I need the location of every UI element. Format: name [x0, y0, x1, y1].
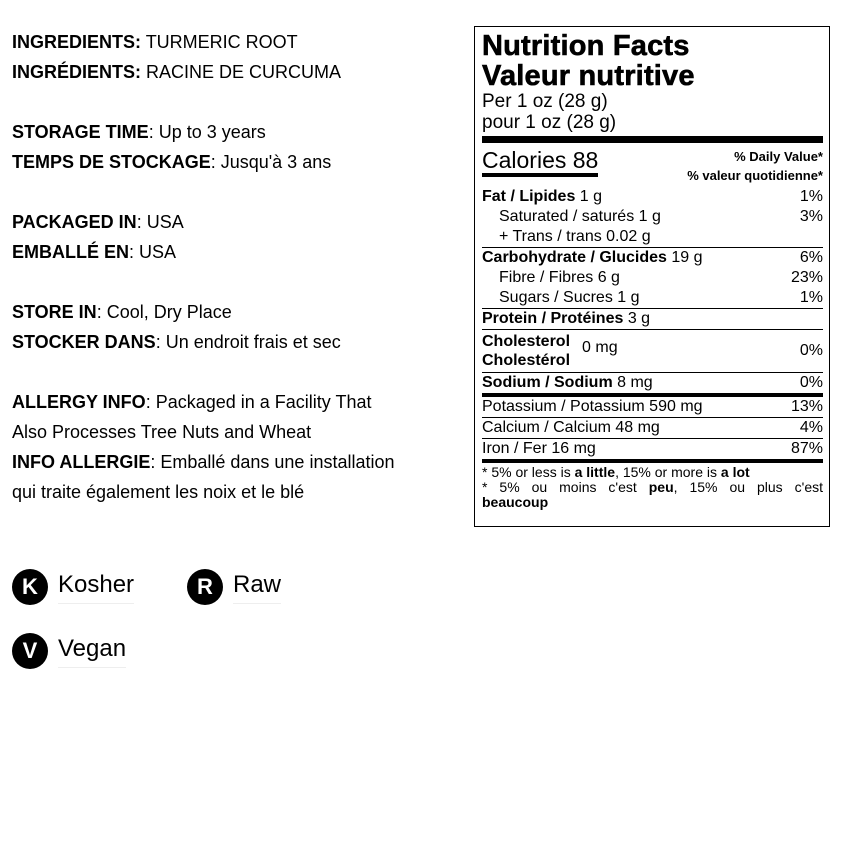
badge-raw: R Raw	[187, 569, 282, 605]
protein-row: Protein / Protéines 3 g	[482, 310, 651, 327]
fat-row: Fat / Lipides 1 g 1%	[482, 188, 823, 205]
ingredients-en: INGREDIENTS: TURMERIC ROOT	[12, 32, 298, 52]
potassium-row: Potassium / Potassium 590 mg 13%	[482, 398, 823, 415]
sodium-row: Sodium / Sodium 8 mg 0%	[482, 374, 823, 391]
packaged-in-fr: EMBALLÉ EN: USA	[12, 242, 177, 262]
nutrition-facts-label: Nutrition Facts Valeur nutritive Per 1 o…	[474, 26, 830, 527]
cholesterol-row: Cholesterol Cholestérol 0 mg 0%	[482, 333, 823, 369]
calories-row: Calories 88 % Daily Value*% valeur quoti…	[482, 147, 823, 183]
allergy-info-en-2: Also Processes Tree Nuts and Wheat	[12, 422, 312, 442]
badge-kosher: K Kosher	[12, 569, 135, 605]
store-in-en: STORE IN: Cool, Dry Place	[12, 302, 232, 322]
saturated-row: Saturated / saturés 1 g 3%	[499, 208, 823, 225]
sugars-row: Sugars / Sucres 1 g 1%	[499, 289, 823, 306]
title-fr: Valeur nutritive	[482, 60, 695, 92]
storage-time-en: STORAGE TIME: Up to 3 years	[12, 122, 266, 142]
calcium-row: Calcium / Calcium 48 mg 4%	[482, 419, 823, 436]
store-in-fr: STOCKER DANS: Un endroit frais et sec	[12, 332, 341, 352]
vegan-icon: V	[12, 633, 48, 669]
product-info: INGREDIENTS: TURMERIC ROOT INGRÉDIENTS: …	[12, 27, 472, 507]
storage-time-fr: TEMPS DE STOCKAGE: Jusqu'à 3 ans	[12, 152, 332, 172]
footnote: * 5% or less is a little, 15% or more is…	[482, 464, 823, 510]
raw-icon: R	[187, 569, 223, 605]
iron-row: Iron / Fer 16 mg 87%	[482, 440, 823, 457]
allergy-info-en: ALLERGY INFO: Packaged in a Facility Tha…	[12, 392, 372, 412]
fibre-row: Fibre / Fibres 6 g 23%	[499, 269, 823, 286]
serving-en: Per 1 oz (28 g)	[482, 91, 608, 112]
ingredients-fr: INGRÉDIENTS: RACINE DE CURCUMA	[12, 62, 342, 82]
trans-row: + Trans / trans 0.02 g	[499, 228, 651, 245]
serving-fr: pour 1 oz (28 g)	[482, 112, 617, 133]
carbohydrate-row: Carbohydrate / Glucides 19 g 6%	[482, 249, 823, 266]
allergy-info-fr: INFO ALLERGIE: Emballé dans une installa…	[12, 452, 395, 472]
title-en: Nutrition Facts	[482, 30, 690, 62]
badge-vegan: V Vegan	[12, 633, 127, 669]
allergy-info-fr-2: qui traite également les noix et le blé	[12, 482, 305, 502]
packaged-in-en: PACKAGED IN: USA	[12, 212, 184, 232]
kosher-icon: K	[12, 569, 48, 605]
